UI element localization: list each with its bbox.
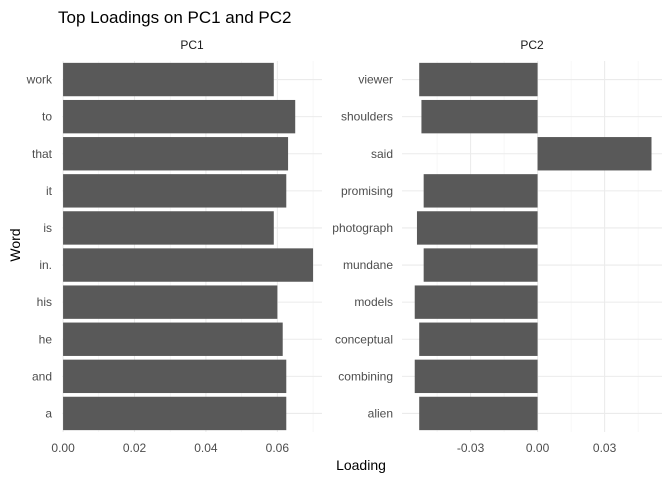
bar-his xyxy=(63,285,278,319)
bar-alien xyxy=(419,396,538,431)
y-tick-label: his xyxy=(37,295,52,309)
y-tick-label: and xyxy=(32,369,52,383)
bar-that xyxy=(63,137,289,171)
y-tick-label: a xyxy=(45,406,52,420)
x-tick-label: 0.03 xyxy=(593,441,617,455)
y-tick-label: to xyxy=(42,110,52,124)
x-tick-label: 0.02 xyxy=(123,441,147,455)
x-axis-title: Loading xyxy=(336,457,386,473)
facet-strip-label: PC2 xyxy=(520,38,544,52)
y-tick-label: promising xyxy=(341,184,393,198)
bar-promising xyxy=(423,174,538,208)
y-tick-label: combining xyxy=(338,369,393,383)
y-tick-label: alien xyxy=(368,406,393,420)
bar-models xyxy=(414,285,538,319)
bar-to xyxy=(63,99,296,134)
y-tick-label: viewer xyxy=(358,73,393,87)
y-tick-label: he xyxy=(39,332,53,346)
chart-title: Top Loadings on PC1 and PC2 xyxy=(58,8,291,27)
y-axis-title: Word xyxy=(7,228,23,261)
bar-and xyxy=(63,359,287,394)
y-tick-label: mundane xyxy=(343,258,393,272)
panel-pc1: PC1 work to that it is in. his he and a 0.00 0.02 0.0… xyxy=(26,38,322,455)
y-tick-label: in. xyxy=(39,258,52,272)
y-tick-label: said xyxy=(371,147,393,161)
bar-a xyxy=(63,396,287,431)
x-tick-label: 0.06 xyxy=(266,441,290,455)
x-tick-label: 0.00 xyxy=(526,441,550,455)
y-tick-label: work xyxy=(26,73,53,87)
bar-said xyxy=(537,137,652,171)
bar-in xyxy=(63,248,314,282)
x-tick-label: -0.03 xyxy=(457,441,485,455)
y-tick-label: that xyxy=(32,147,53,161)
bar-photograph xyxy=(416,211,538,245)
bar-conceptual xyxy=(419,322,538,356)
y-tick-label: shoulders xyxy=(341,110,393,124)
y-tick-label: is xyxy=(43,221,52,235)
x-tick-label: 0.04 xyxy=(194,441,218,455)
bar-mundane xyxy=(423,248,538,282)
bar-viewer xyxy=(419,62,538,97)
y-tick-label: it xyxy=(46,184,53,198)
x-tick-label: 0.00 xyxy=(51,441,75,455)
bar-is xyxy=(63,211,274,245)
bar-work xyxy=(63,62,274,97)
bar-shoulders xyxy=(421,99,538,134)
bar-he xyxy=(63,322,283,356)
facet-strip-label: PC1 xyxy=(180,38,204,52)
y-tick-label: models xyxy=(354,295,393,309)
y-tick-label: conceptual xyxy=(335,332,393,346)
bar-combining xyxy=(414,359,538,394)
facet-panels: PC1 work to that it is in. his he and a 0.00 0.02 0.0… xyxy=(26,38,662,455)
bar-it xyxy=(63,174,287,208)
y-tick-label: photograph xyxy=(332,221,393,235)
panel-pc2: PC2 viewer shoulders said promising photograp… xyxy=(332,38,662,455)
